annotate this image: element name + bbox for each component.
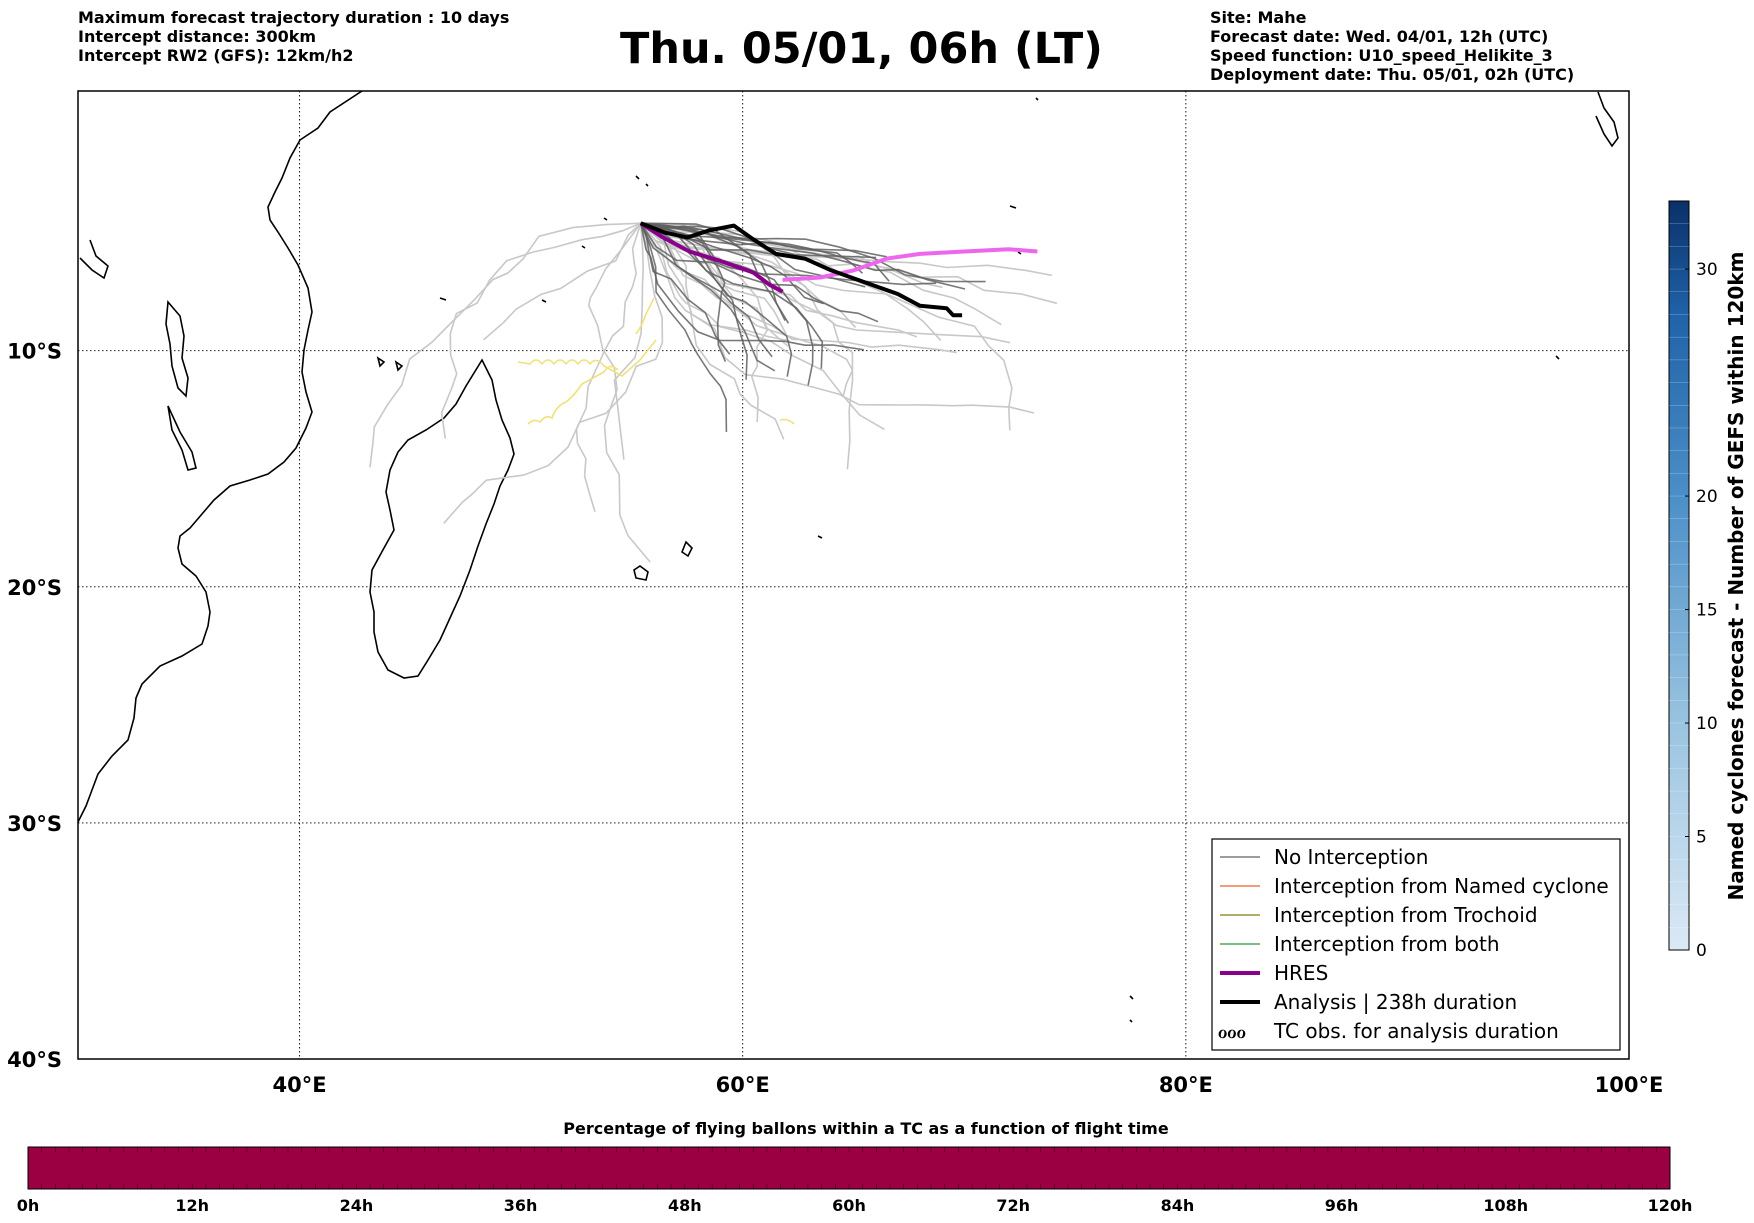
deployment-date-text: Deployment date: Thu. 05/01, 02h (UTC) (1210, 65, 1575, 84)
lat-tick-label: 20°S (7, 576, 62, 600)
legend-label: Analysis | 238h duration (1274, 990, 1517, 1014)
colorbar-right: 0 5 10 15 20 30 Named cyclones forecast - Num… (1668, 200, 1748, 961)
coastlines (78, 91, 1619, 1023)
ensemble-track (640, 222, 814, 386)
speed-function-text: Speed function: U10_speed_Helikite_3 (1210, 46, 1553, 65)
hres-track (639, 221, 784, 294)
ensemble-track (613, 223, 645, 460)
site-text: Site: Mahe (1210, 8, 1307, 27)
bottom-tick-label: 0h (17, 1196, 40, 1215)
comoros (376, 356, 404, 372)
colorbar-tick-label: 30 (1696, 260, 1718, 280)
ensemble-track (483, 222, 642, 341)
ensemble-track (575, 222, 642, 513)
trajectories-layer (369, 221, 1058, 563)
lat-tick-label: 10°S (7, 340, 62, 364)
seychelles-islets (439, 97, 1560, 1023)
ensemble-track (640, 222, 854, 398)
lon-tick-label: 100°E (1595, 1073, 1664, 1097)
bottom-tick-label: 36h (504, 1196, 538, 1215)
header-left-info: Maximum forecast trajectory duration : 1… (78, 8, 509, 65)
ensemble-track (640, 222, 824, 369)
lake-victoria-edge (79, 239, 109, 280)
bottom-tick-label: 12h (175, 1196, 209, 1215)
forecast-date-text: Forecast date: Wed. 04/01, 12h (UTC) (1210, 27, 1549, 46)
colorbar-tick-label: 10 (1696, 714, 1718, 734)
ensemble-track (640, 222, 966, 290)
africa-coastline (78, 91, 363, 823)
ensemble-track (640, 222, 790, 324)
header-right-info: Site: Mahe Forecast date: Wed. 04/01, 12… (1210, 8, 1574, 84)
lon-tick-label: 40°E (273, 1073, 327, 1097)
ensemble-track (369, 222, 641, 468)
ensemble-track (640, 222, 773, 358)
ensemble-track (640, 222, 731, 355)
ensemble-track (443, 223, 664, 524)
trochoid-track (517, 339, 657, 377)
trochoid-track (635, 297, 655, 335)
legend-label: Interception from Trochoid (1274, 903, 1538, 927)
legend-glyph: ℴℴℴ (1218, 1019, 1246, 1043)
legend-label: TC obs. for analysis duration (1273, 1019, 1559, 1043)
lon-tick-label: 80°E (1159, 1073, 1213, 1097)
ensemble-track (640, 222, 728, 433)
mauritius (633, 565, 649, 581)
legend-label: Interception from Named cyclone (1274, 874, 1609, 898)
ensemble-track (640, 222, 1035, 414)
analysis-track (640, 221, 963, 318)
lat-tick-label: 30°S (7, 812, 62, 836)
bottom-tick-label: 120h (1648, 1196, 1693, 1215)
legend-box (1211, 838, 1621, 1051)
colorbar-bottom: Percentage of flying ballons within a TC… (17, 1119, 1693, 1215)
axis-labels: 40°E 60°E 80°E 100°E 10°S 20°S 30°S 40°S (7, 340, 1663, 1097)
page-title: Thu. 05/01, 06h (LT) (620, 24, 1103, 74)
legend-label: No Interception (1274, 845, 1428, 869)
ensemble-track (640, 222, 793, 377)
madagascar-coastline (369, 358, 515, 679)
hres-extended-track (782, 247, 1038, 282)
bottom-tick-label: 84h (1161, 1196, 1195, 1215)
ensemble-track (640, 222, 885, 431)
bottom-tick-label: 96h (1325, 1196, 1359, 1215)
colorbar-tick-label: 5 (1696, 828, 1707, 848)
colorbar-right-label: Named cyclones forecast - Number of GEFS… (1724, 252, 1748, 901)
legend-label: Interception from both (1274, 932, 1500, 956)
lake-tanganyika (165, 300, 189, 398)
bottom-tick-label: 60h (832, 1196, 866, 1215)
bottom-tick-label: 108h (1483, 1196, 1528, 1215)
lake-malawi (167, 405, 197, 471)
bottom-tick-label: 72h (996, 1196, 1030, 1215)
reunion (681, 540, 693, 558)
ensemble-track (640, 222, 790, 342)
ensemble-track (440, 222, 642, 439)
colorbar-bottom-title: Percentage of flying ballons within a TC… (563, 1119, 1169, 1138)
lon-tick-label: 60°E (716, 1073, 770, 1097)
trochoid-track (779, 418, 795, 425)
legend-label: HRES (1274, 961, 1328, 985)
colorbar-tick-label: 0 (1696, 941, 1707, 961)
colorbar-tick-label: 15 (1696, 601, 1718, 621)
max-duration-text: Maximum forecast trajectory duration : 1… (78, 8, 510, 27)
lat-tick-label: 40°S (7, 1048, 62, 1072)
legend: No Interception Interception from Named c… (1211, 838, 1621, 1051)
ensemble-track (640, 222, 1011, 344)
colorbar-tick-label: 20 (1696, 487, 1718, 507)
trochoid-track (527, 365, 619, 425)
intercept-distance-text: Intercept distance: 300km (78, 27, 317, 46)
bottom-tick-label: 48h (668, 1196, 702, 1215)
ensemble-track (640, 222, 789, 347)
bottom-tick-label: 24h (340, 1196, 374, 1215)
ensemble-track (640, 222, 776, 372)
colorbar-right-gradient (1668, 200, 1690, 951)
sri-lanka-edge (1595, 91, 1619, 148)
intercept-rw2-text: Intercept RW2 (GFS): 12km/h2 (78, 46, 354, 65)
colorbar-bottom-bar (27, 1146, 1671, 1190)
